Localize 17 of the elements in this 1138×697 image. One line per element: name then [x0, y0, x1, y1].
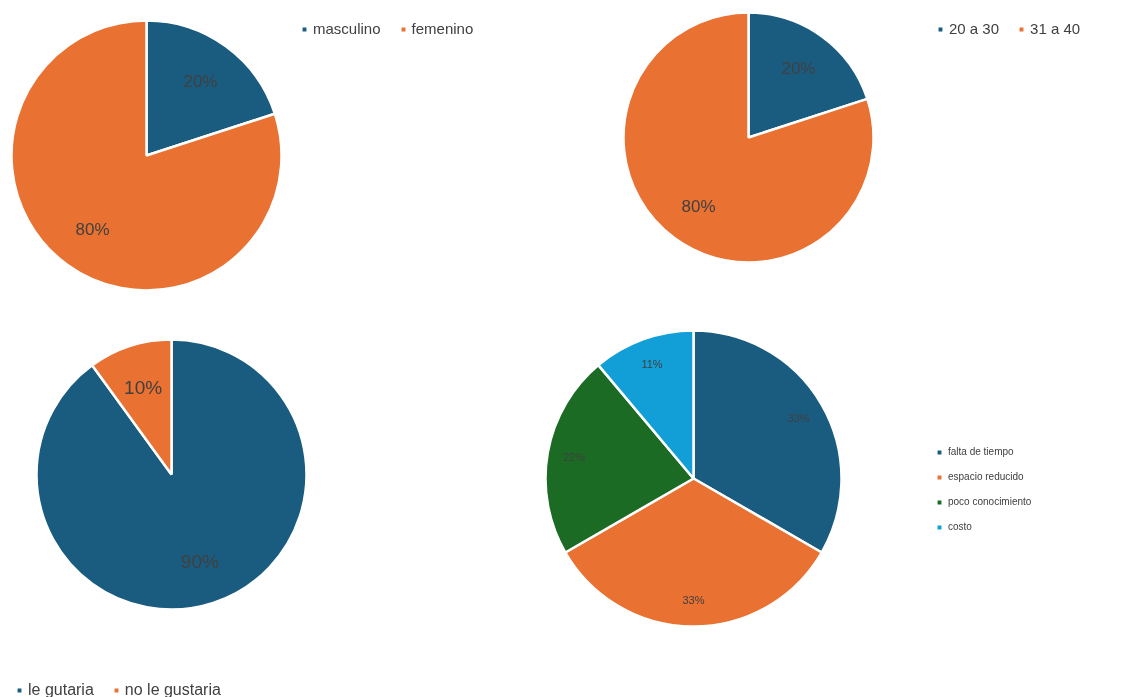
- legend-label: 31 a 40: [1030, 20, 1081, 37]
- data-label: 80%: [681, 196, 716, 216]
- data-label: 33%: [682, 593, 705, 606]
- legend-label: espacio reducido: [948, 471, 1024, 482]
- legend-label: masculino: [313, 20, 381, 37]
- data-label: 80%: [75, 220, 110, 240]
- data-label: 20%: [781, 59, 816, 79]
- data-label: 90%: [180, 551, 219, 573]
- data-label: 20%: [183, 71, 218, 91]
- legend-label: falta de tiempo: [948, 446, 1014, 457]
- legend-label: femenino: [411, 20, 474, 37]
- data-label: 11%: [641, 358, 663, 371]
- legend-label: 20 a 30: [949, 20, 1000, 37]
- data-label: 10%: [124, 376, 163, 398]
- legend-label: costo: [948, 521, 972, 532]
- legend-label: poco conocimiento: [948, 496, 1032, 507]
- data-label: 33%: [787, 411, 810, 424]
